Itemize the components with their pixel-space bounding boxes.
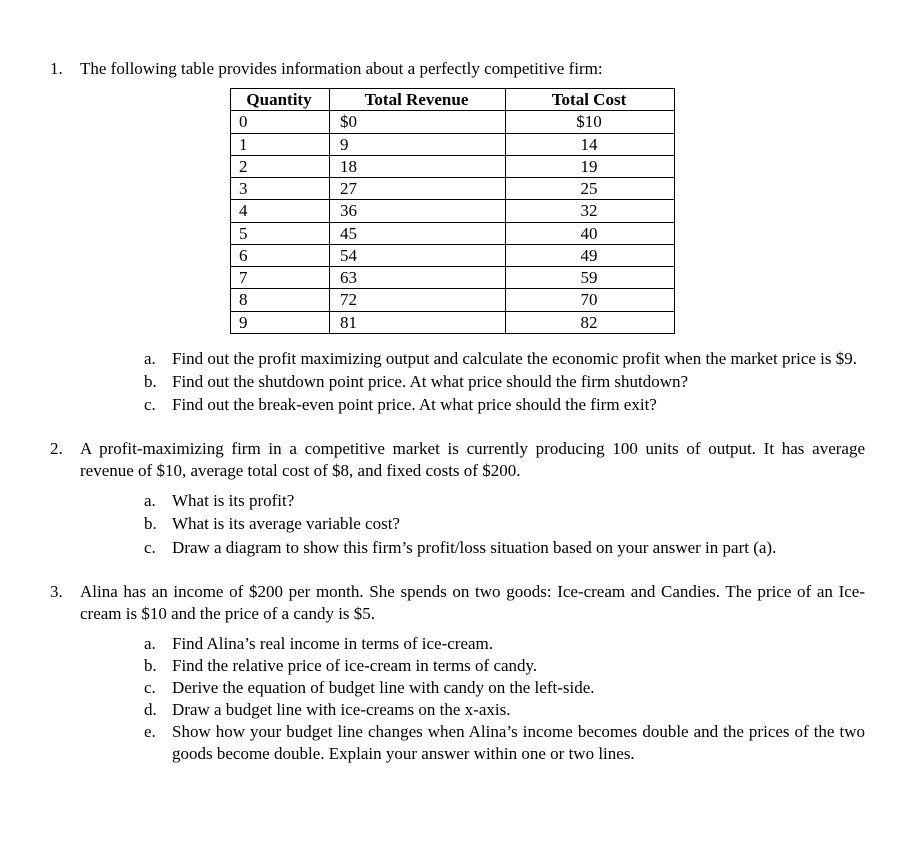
list-item: b.What is its average variable cost?	[144, 513, 865, 535]
sub-letter: e.	[144, 721, 172, 743]
cell: 9	[330, 133, 506, 155]
q3-sublist: a.Find Alina’s real income in terms of i…	[144, 633, 865, 766]
cell: 72	[330, 289, 506, 311]
list-item: a.What is its profit?	[144, 490, 865, 512]
q1-intro-row: 1. The following table provides informat…	[50, 58, 865, 80]
cell: 27	[330, 178, 506, 200]
question-3: 3. Alina has an income of $200 per month…	[50, 581, 865, 766]
sub-text: Derive the equation of budget line with …	[172, 677, 865, 699]
table-row: 0$0$10	[231, 111, 675, 133]
list-item: c.Draw a diagram to show this firm’s pro…	[144, 537, 865, 559]
sub-letter: a.	[144, 633, 172, 655]
cell: 81	[330, 311, 506, 333]
sub-letter: a.	[144, 348, 172, 370]
cell: 1	[231, 133, 330, 155]
sub-text: Find the relative price of ice-cream in …	[172, 655, 865, 677]
question-1: 1. The following table provides informat…	[50, 58, 865, 416]
th-total-revenue: Total Revenue	[330, 89, 506, 111]
q1-table-wrap: Quantity Total Revenue Total Cost 0$0$10…	[230, 88, 865, 334]
sub-letter: b.	[144, 371, 172, 393]
sub-letter: b.	[144, 513, 172, 535]
q1-table: Quantity Total Revenue Total Cost 0$0$10…	[230, 88, 675, 334]
cell: 18	[330, 155, 506, 177]
cell: 54	[330, 244, 506, 266]
th-quantity: Quantity	[231, 89, 330, 111]
q2-sublist: a.What is its profit? b.What is its aver…	[144, 490, 865, 558]
cell: 36	[330, 200, 506, 222]
cell: 45	[330, 222, 506, 244]
table-row: 87270	[231, 289, 675, 311]
q2-intro-text: A profit-maximizing firm in a competitiv…	[80, 438, 865, 482]
cell: 9	[231, 311, 330, 333]
q3-number: 3.	[50, 581, 80, 603]
sub-letter: c.	[144, 394, 172, 416]
list-item: b.Find out the shutdown point price. At …	[144, 371, 865, 393]
q2-intro-row: 2. A profit-maximizing firm in a competi…	[50, 438, 865, 482]
cell: 59	[506, 267, 675, 289]
cell: 19	[506, 155, 675, 177]
sub-letter: c.	[144, 677, 172, 699]
sub-text: What is its average variable cost?	[172, 513, 865, 535]
cell: 4	[231, 200, 330, 222]
th-total-cost: Total Cost	[506, 89, 675, 111]
sub-text: What is its profit?	[172, 490, 865, 512]
list-item: a.Find Alina’s real income in terms of i…	[144, 633, 865, 655]
q3-intro-row: 3. Alina has an income of $200 per month…	[50, 581, 865, 625]
table-row: 65449	[231, 244, 675, 266]
sub-text: Show how your budget line changes when A…	[172, 721, 865, 765]
list-item: d.Draw a budget line with ice-creams on …	[144, 699, 865, 721]
sub-text: Find Alina’s real income in terms of ice…	[172, 633, 865, 655]
list-item: b.Find the relative price of ice-cream i…	[144, 655, 865, 677]
table-row: 98182	[231, 311, 675, 333]
question-2: 2. A profit-maximizing firm in a competi…	[50, 438, 865, 558]
q1-number: 1.	[50, 58, 80, 80]
sub-text: Draw a budget line with ice-creams on th…	[172, 699, 865, 721]
sub-letter: b.	[144, 655, 172, 677]
cell: 82	[506, 311, 675, 333]
table-row: 1914	[231, 133, 675, 155]
q1-sublist: a.Find out the profit maximizing output …	[144, 348, 865, 416]
q1-intro-text: The following table provides information…	[80, 58, 865, 80]
cell: $0	[330, 111, 506, 133]
cell: 70	[506, 289, 675, 311]
q2-number: 2.	[50, 438, 80, 460]
cell: 0	[231, 111, 330, 133]
cell: 2	[231, 155, 330, 177]
sub-text: Draw a diagram to show this firm’s profi…	[172, 537, 865, 559]
cell: $10	[506, 111, 675, 133]
cell: 63	[330, 267, 506, 289]
cell: 14	[506, 133, 675, 155]
table-row: 32725	[231, 178, 675, 200]
cell: 3	[231, 178, 330, 200]
sub-letter: d.	[144, 699, 172, 721]
cell: 7	[231, 267, 330, 289]
table-row: 76359	[231, 267, 675, 289]
table-row: 54540	[231, 222, 675, 244]
q3-intro-text: Alina has an income of $200 per month. S…	[80, 581, 865, 625]
list-item: e.Show how your budget line changes when…	[144, 721, 865, 765]
cell: 6	[231, 244, 330, 266]
sub-text: Find out the profit maximizing output an…	[172, 348, 865, 370]
cell: 8	[231, 289, 330, 311]
sub-text: Find out the break-even point price. At …	[172, 394, 865, 416]
cell: 40	[506, 222, 675, 244]
sub-letter: a.	[144, 490, 172, 512]
list-item: a.Find out the profit maximizing output …	[144, 348, 865, 370]
list-item: c.Find out the break-even point price. A…	[144, 394, 865, 416]
sub-text: Find out the shutdown point price. At wh…	[172, 371, 865, 393]
sub-letter: c.	[144, 537, 172, 559]
cell: 32	[506, 200, 675, 222]
cell: 5	[231, 222, 330, 244]
table-row: 43632	[231, 200, 675, 222]
table-header-row: Quantity Total Revenue Total Cost	[231, 89, 675, 111]
list-item: c.Derive the equation of budget line wit…	[144, 677, 865, 699]
table-row: 21819	[231, 155, 675, 177]
cell: 49	[506, 244, 675, 266]
cell: 25	[506, 178, 675, 200]
